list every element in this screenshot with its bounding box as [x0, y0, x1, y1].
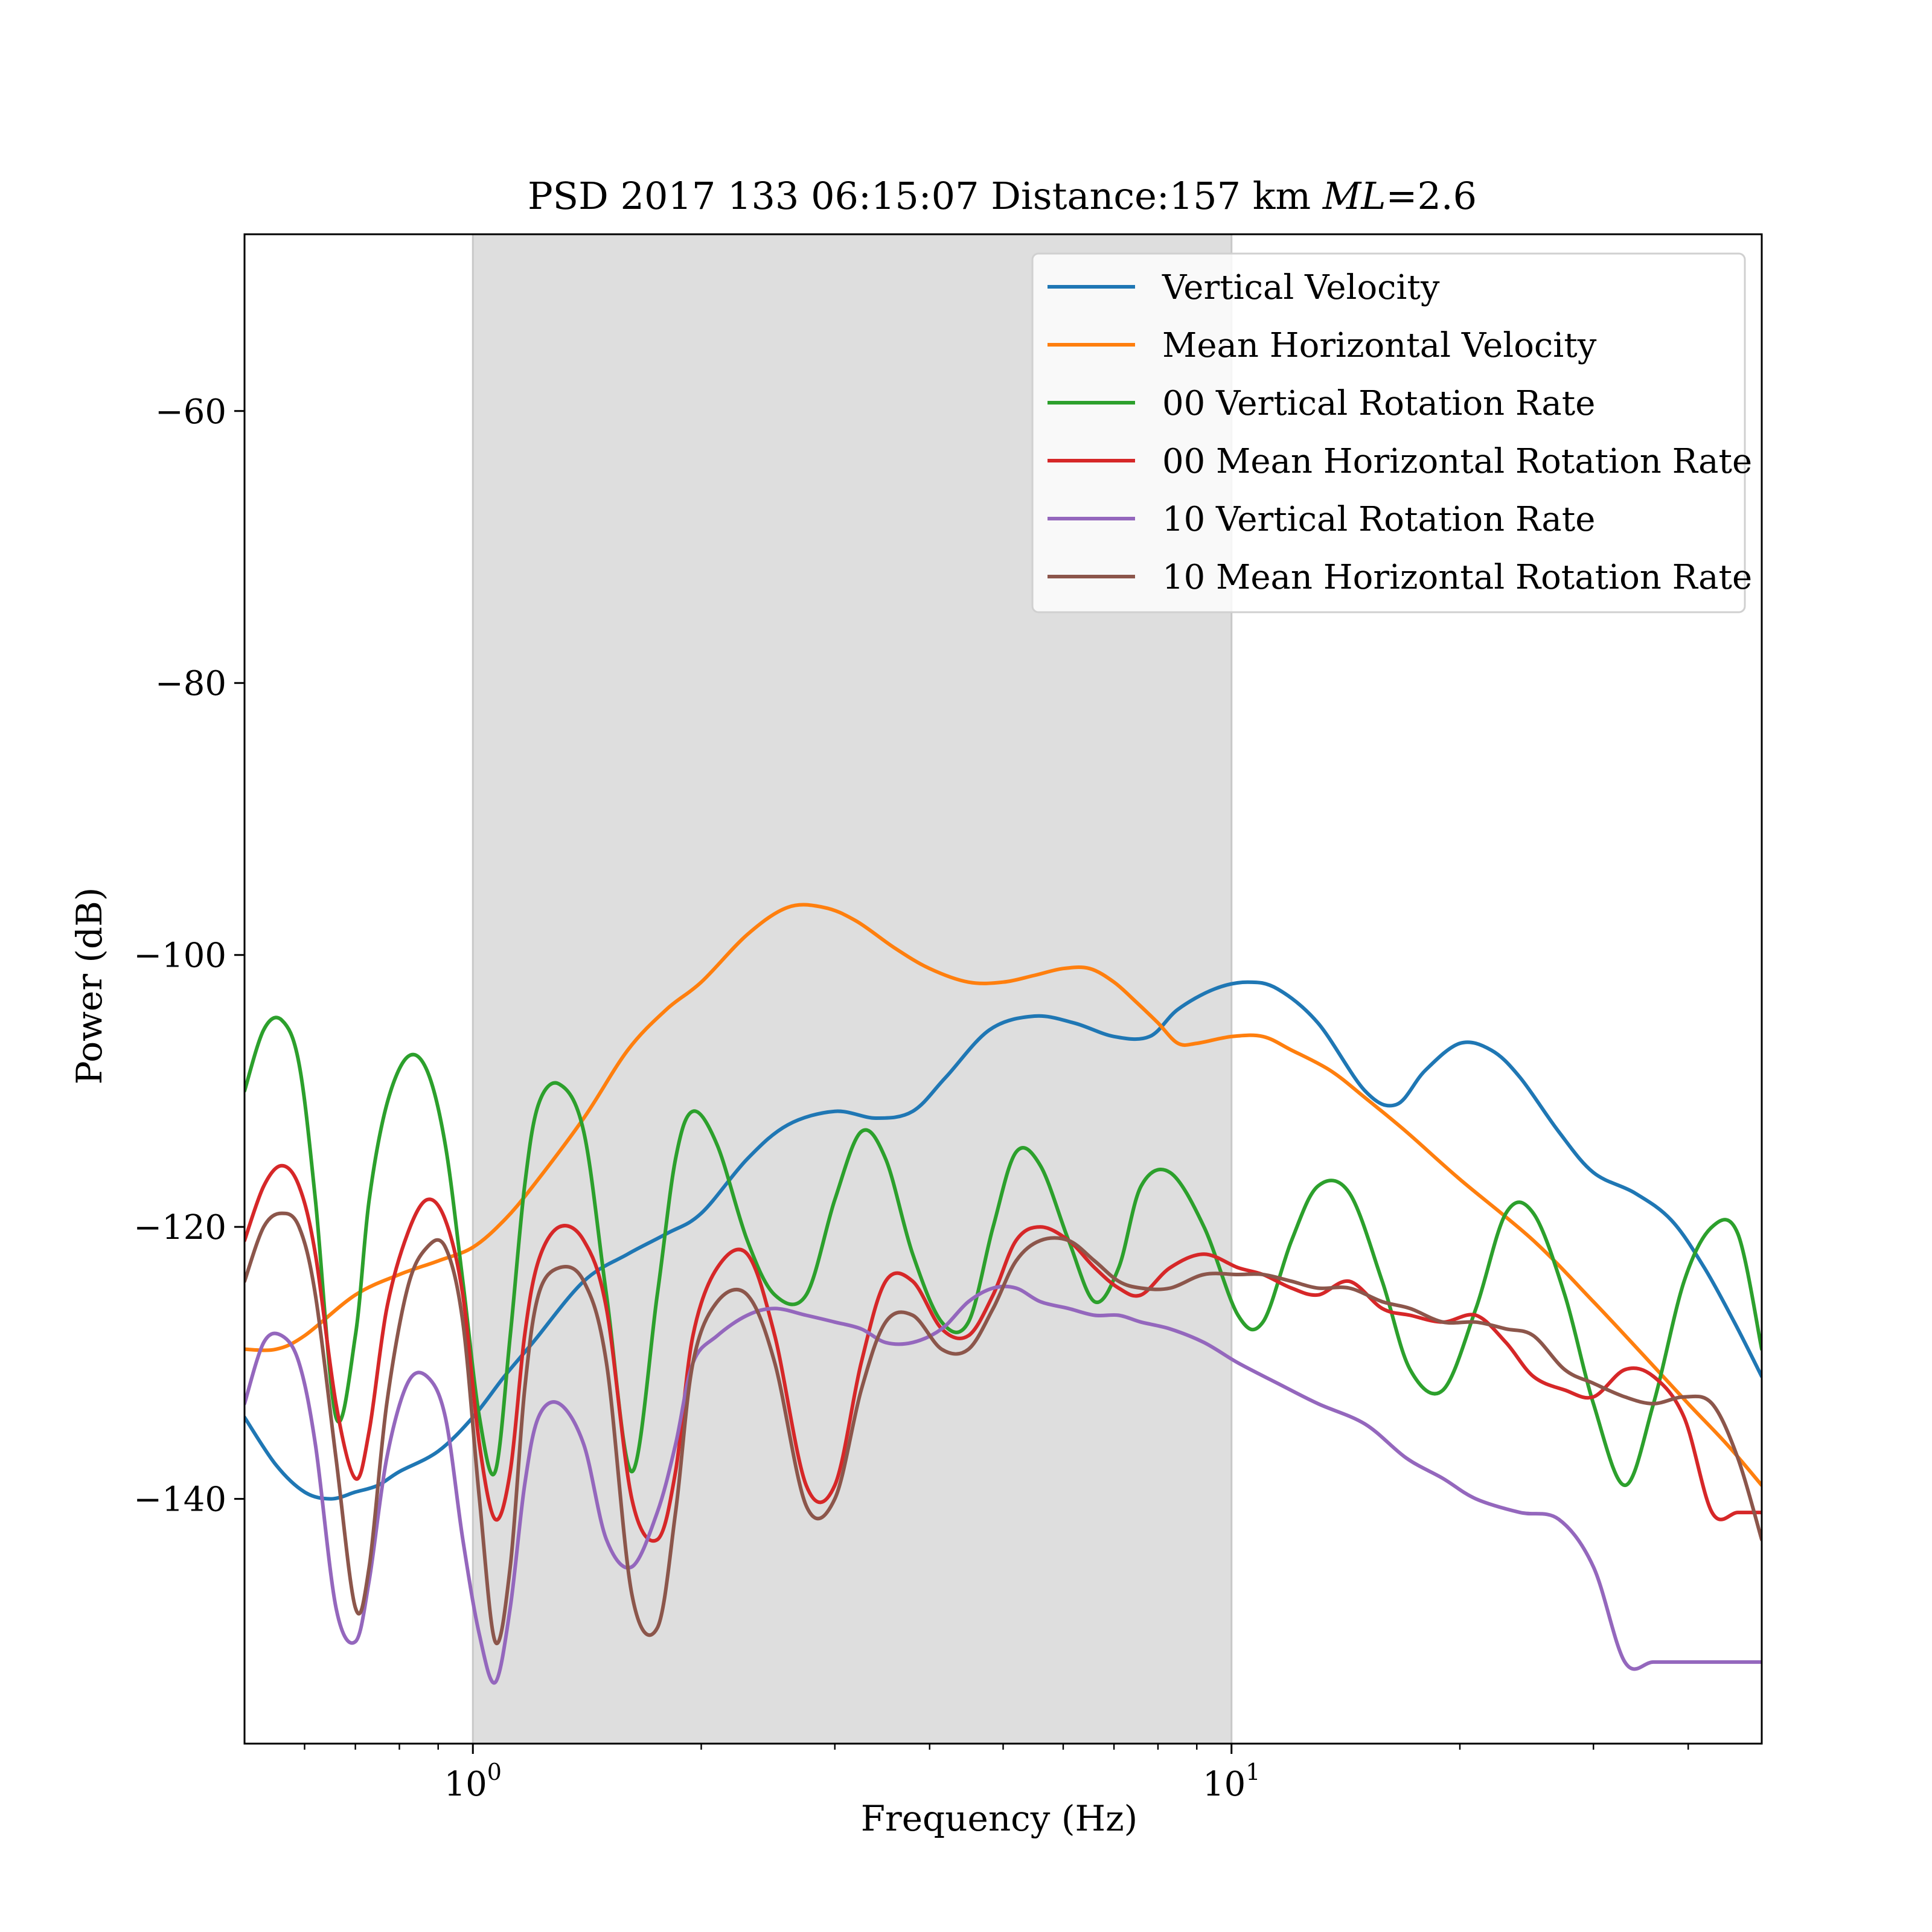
legend: Vertical Velocity Mean Horizontal Velocit…	[1031, 252, 1752, 613]
series-line-5	[245, 1284, 1762, 1685]
legend-label-5: 10 Vertical Rotation Rate	[1162, 500, 1595, 539]
x-tick-label: 100	[444, 1759, 502, 1804]
series-line-3	[245, 1016, 1762, 1488]
series-lines	[245, 903, 1762, 1685]
legend-label-1: Vertical Velocity	[1162, 268, 1440, 307]
legend-label-2: Mean Horizontal Velocity	[1162, 326, 1597, 365]
series-line-4	[245, 1163, 1762, 1543]
y-tick-label: −60	[155, 392, 226, 432]
legend-label-3: 00 Vertical Rotation Rate	[1162, 384, 1595, 423]
x-tick-label: 101	[1203, 1759, 1260, 1804]
legend-frame	[1031, 252, 1746, 613]
y-tick-label: −100	[133, 936, 226, 976]
x-tick-base: 10	[1203, 1765, 1246, 1804]
series-line-1	[245, 980, 1762, 1501]
y-axis-label: Power (dB)	[69, 888, 110, 1085]
y-tick-label: −140	[133, 1480, 226, 1520]
series-line-6	[245, 1211, 1762, 1645]
series-line-2	[245, 903, 1762, 1488]
x-tick-exponent: 0	[487, 1759, 502, 1785]
chart-title-ml: ML	[1322, 174, 1386, 218]
y-tick-label: −120	[133, 1208, 226, 1247]
x-tick-exponent: 1	[1246, 1759, 1260, 1785]
legend-label-6: 10 Mean Horizontal Rotation Rate	[1162, 558, 1752, 597]
x-tick-base: 10	[444, 1765, 487, 1804]
chart-title: PSD 2017 133 06:15:07 Distance:157 km ML…	[528, 174, 1477, 218]
chart-title-prefix: PSD 2017 133 06:15:07 Distance:157 km	[528, 174, 1323, 218]
chart-title-suffix: =2.6	[1386, 174, 1477, 218]
legend-label-4: 00 Mean Horizontal Rotation Rate	[1162, 442, 1752, 481]
y-tick-label: −80	[155, 664, 226, 703]
x-axis-label: Frequency (Hz)	[861, 1798, 1138, 1839]
